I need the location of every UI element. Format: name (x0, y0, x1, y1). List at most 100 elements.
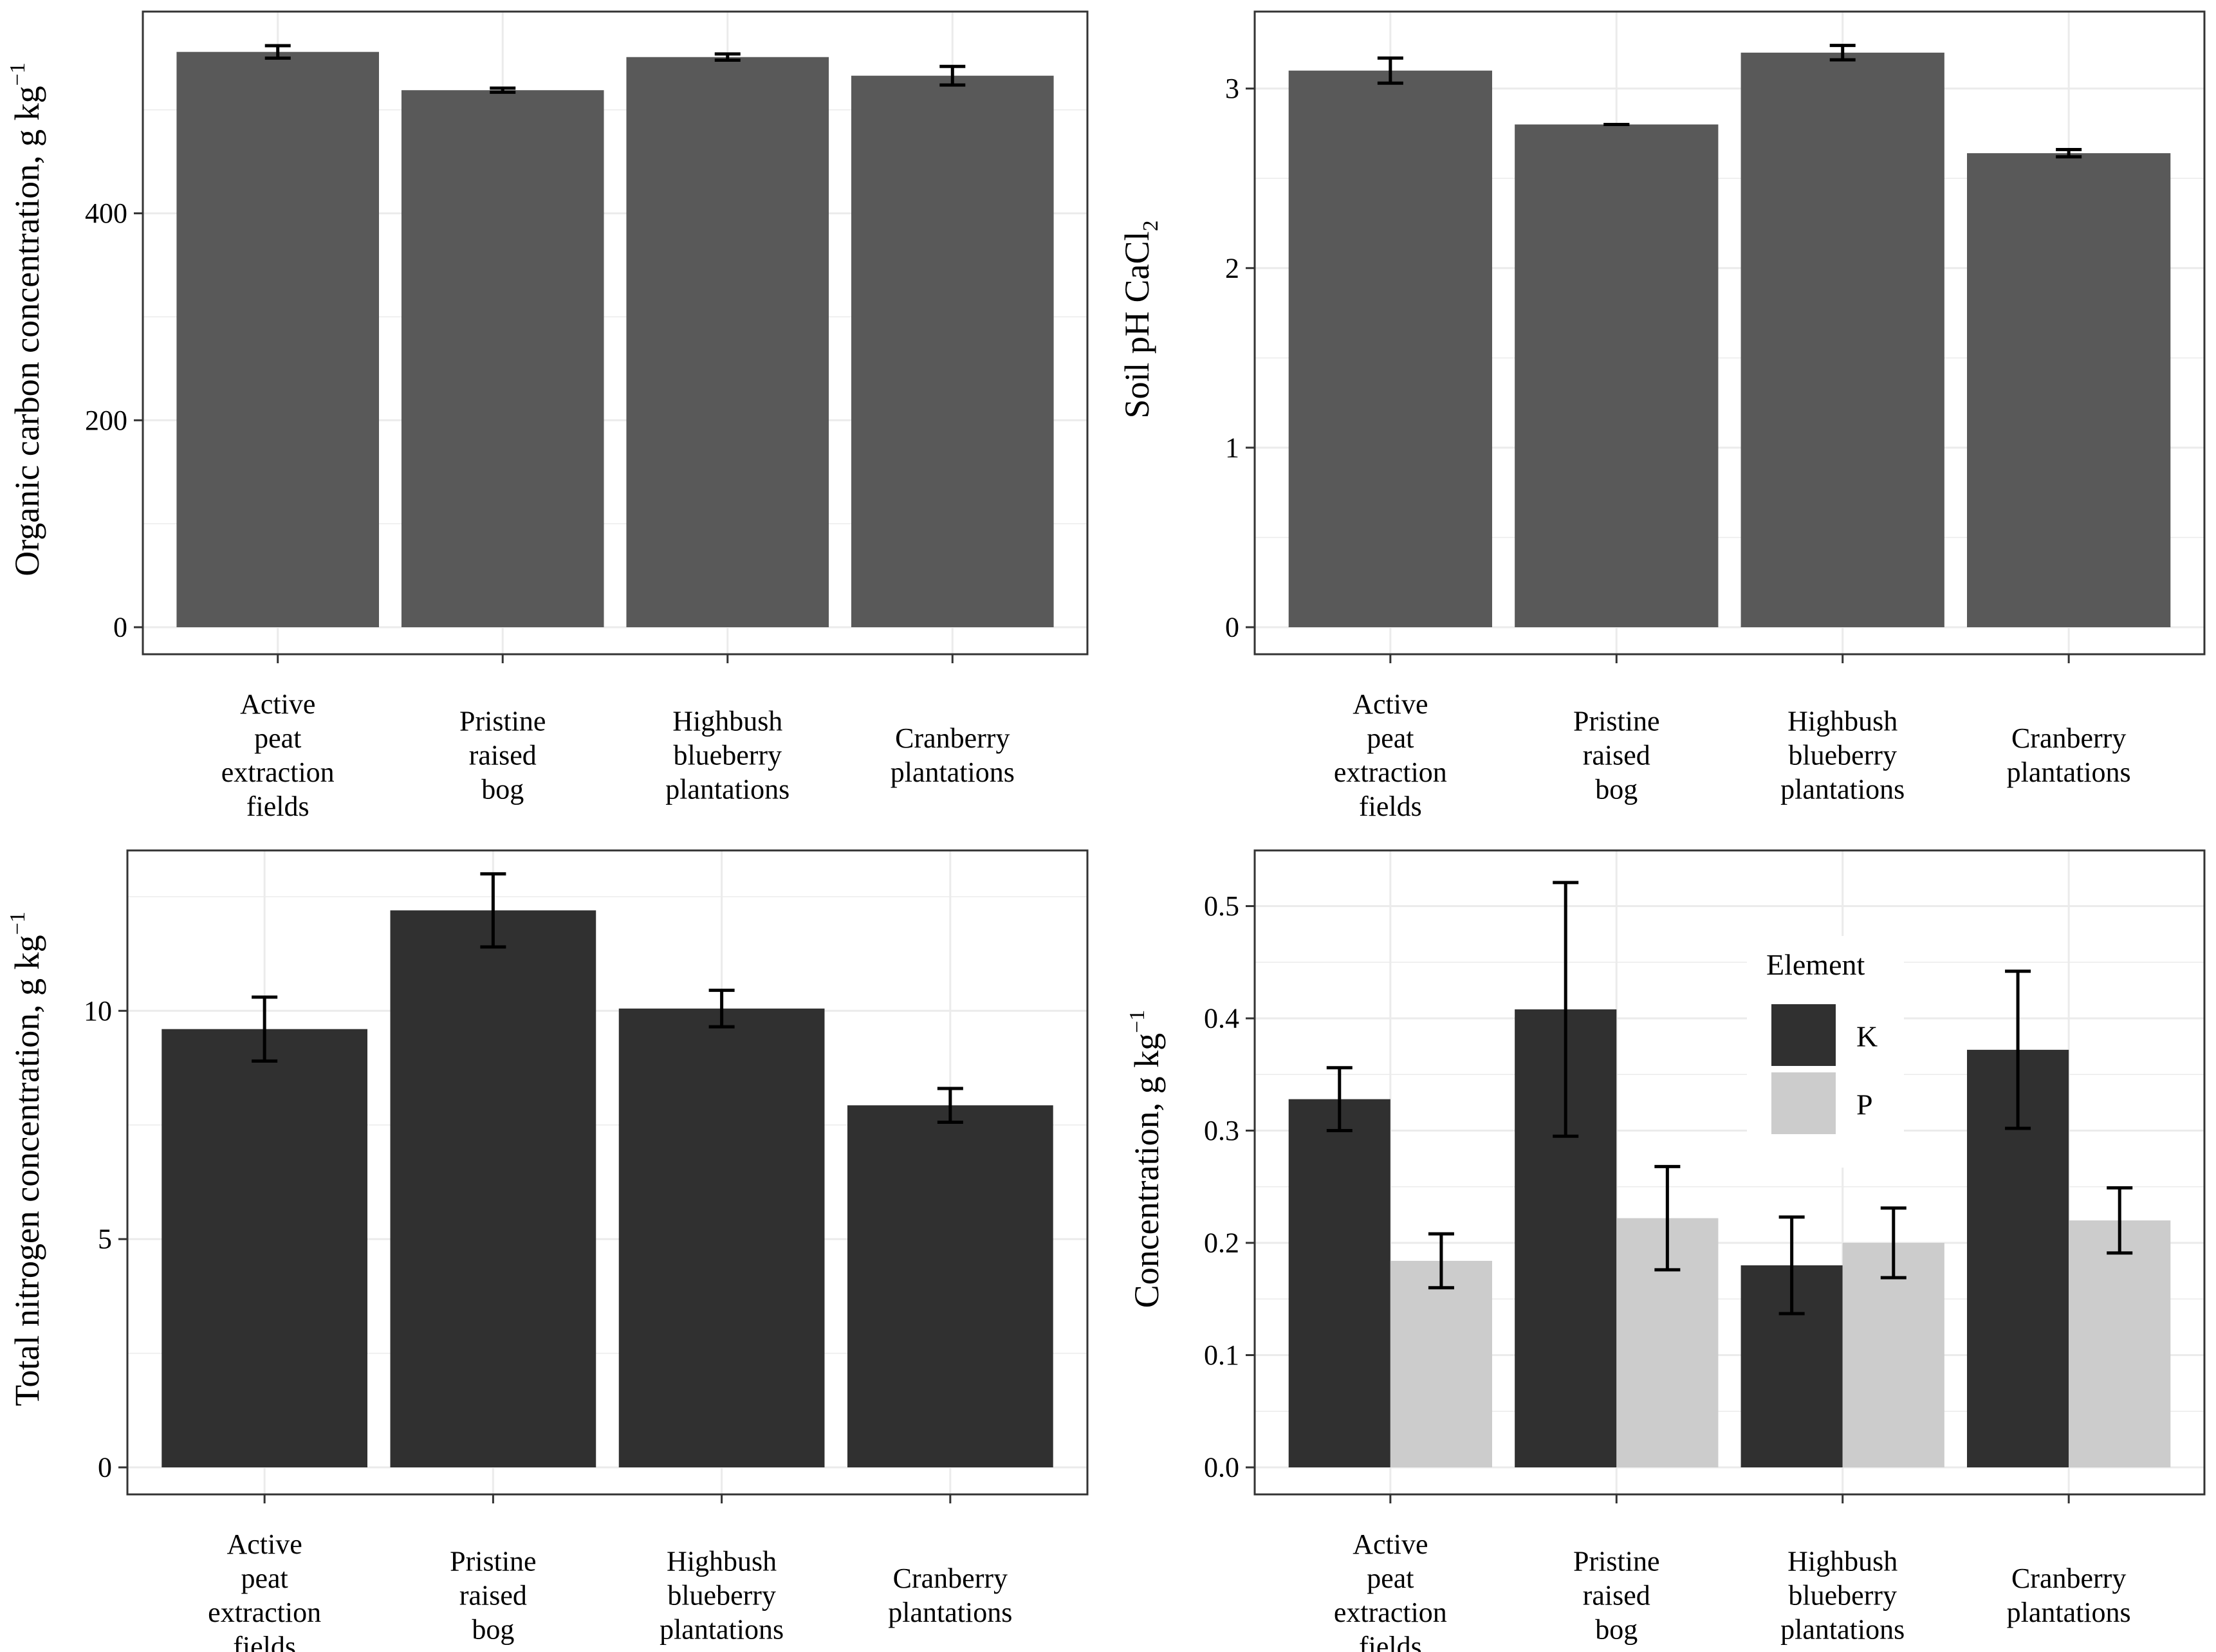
x-tick-label: Active peat extraction fields (208, 1528, 321, 1652)
x-tick-label-line: fields (246, 791, 309, 822)
x-tick-label-line: blueberry (1788, 1580, 1897, 1611)
y-tick-label: 3 (1225, 73, 1239, 104)
x-tick-label-line: Highbush (667, 1546, 777, 1577)
panel-border (1253, 10, 2206, 656)
chart-organic-carbon: 0 200 400 Active peat extraction fields Pristin… (6, 10, 1089, 822)
x-tick-label: Cranberry plantations (888, 1563, 1012, 1628)
y-tick-label: 5 (98, 1224, 112, 1255)
x-tick-label-line: plantations (891, 757, 1015, 788)
x-tick-label-line: raised (1583, 740, 1650, 771)
x-tick-label-line: plantations (1780, 1614, 1905, 1646)
legend-label: P (1856, 1088, 1873, 1121)
bar (1288, 70, 1492, 627)
series-ph (1288, 52, 2171, 628)
legend-title: Element (1766, 948, 1865, 981)
x-tick-label-line: fields (1359, 1631, 1422, 1652)
x-tick-label: Active peat extraction fields (1334, 688, 1447, 822)
y-tick-label: 0.3 (1204, 1115, 1239, 1146)
x-axis: Active peat extraction fields Pristine raised… (208, 1494, 1012, 1652)
bar (162, 1029, 368, 1467)
x-tick-label-line: bog (472, 1614, 514, 1646)
x-tick-label-line: Pristine (450, 1546, 536, 1577)
y-axis-title-text: Soil pH CaCl (1118, 231, 1156, 418)
x-tick-label-line: peat (1367, 722, 1414, 754)
bar (618, 1008, 825, 1467)
y-axis-title-text: Organic carbon concentration, g kg (8, 86, 46, 576)
x-tick-label-line: extraction (221, 757, 335, 788)
y-tick-label: 2 (1225, 252, 1239, 284)
panel-border (1253, 849, 2206, 1496)
error-bars-k (1326, 881, 2031, 1316)
x-tick-label-line: Pristine (459, 706, 546, 737)
x-tick-label-line: fields (1359, 791, 1422, 822)
x-tick-label: Highbush blueberry plantations (660, 1546, 784, 1646)
bar (390, 910, 596, 1467)
error-bars-organic-c (264, 44, 966, 94)
x-tick-label-line: Active (1353, 688, 1428, 720)
x-tick-label: Cranberry plantations (891, 722, 1015, 788)
y-axis-title-text: Total nitrogen concentration, g kg (8, 935, 46, 1406)
x-tick-label: Active peat extraction fields (1334, 1528, 1447, 1652)
x-tick-label-line: raised (1583, 1580, 1650, 1611)
y-axis-title: Soil pH CaCl2 (1118, 220, 1163, 418)
chart-soil-ph: 0 1 2 3 Active peat extraction fields Pristine ra… (1118, 10, 2206, 822)
x-axis: Active peat extraction fields Pristine raised… (1334, 1494, 2131, 1652)
bar (1842, 1243, 1944, 1467)
x-tick-label-line: bog (481, 774, 524, 805)
y-tick-label: 200 (85, 405, 127, 436)
y-axis-title-subscript: 2 (1139, 220, 1163, 231)
x-tick-label: Pristine raised bog (1573, 706, 1659, 805)
x-tick-label: Highbush blueberry plantations (665, 706, 789, 805)
x-tick-label-line: Active (1353, 1528, 1428, 1560)
x-tick-label-line: extraction (1334, 1597, 1447, 1628)
bar (2069, 1220, 2171, 1467)
y-axis-title-superscript: −1 (6, 912, 30, 935)
x-tick-label-line: plantations (2007, 757, 2131, 788)
x-tick-label: Pristine raised bog (450, 1546, 536, 1646)
y-axis: 0 5 10 (84, 995, 127, 1483)
x-tick-label-line: extraction (208, 1597, 321, 1628)
x-tick-label-line: blueberry (1788, 740, 1897, 771)
chart-total-nitrogen: 0 5 10 Active peat extraction fields Pristine ra… (6, 849, 1089, 1652)
panel-border (126, 849, 1089, 1496)
y-tick-label: 1 (1225, 432, 1239, 463)
bar (1288, 1099, 1390, 1467)
legend-label: K (1856, 1020, 1878, 1053)
x-tick-label-line: peat (254, 722, 301, 754)
x-tick-label-line: Pristine (1573, 1546, 1659, 1577)
bar (1967, 153, 2171, 628)
x-tick-label-line: blueberry (673, 740, 782, 771)
y-tick-label: 0.0 (1204, 1452, 1239, 1483)
x-tick-label-line: Cranberry (2011, 1563, 2126, 1594)
y-tick-label: 10 (84, 995, 112, 1027)
x-tick-label-line: bog (1595, 774, 1638, 805)
x-tick-label-line: peat (241, 1563, 288, 1594)
x-tick-label-line: plantations (888, 1597, 1012, 1628)
y-axis-title-superscript: −1 (1125, 1010, 1149, 1033)
series-n (162, 910, 1053, 1467)
bar (176, 51, 379, 628)
y-axis: 0 1 2 3 (1225, 73, 1255, 643)
x-tick-label: Cranberry plantations (2007, 722, 2131, 788)
y-tick-label: 0 (1225, 612, 1239, 643)
x-tick-label: Pristine raised bog (1573, 1546, 1659, 1646)
bar (1740, 52, 1944, 627)
x-tick-label-line: Active (240, 688, 315, 720)
bar (1515, 124, 1719, 627)
legend-key-k (1771, 1004, 1836, 1066)
y-axis-title: Concentration, g kg−1 (1125, 1010, 1166, 1308)
y-axis-title: Organic carbon concentration, g kg−1 (6, 62, 46, 576)
bar (626, 57, 829, 627)
y-axis: 0.0 0.1 0.2 0.3 0.4 0.5 (1204, 890, 1255, 1483)
x-tick-label-line: plantations (2007, 1597, 2131, 1628)
x-tick-label-line: extraction (1334, 757, 1447, 788)
x-tick-label: Highbush blueberry plantations (1780, 706, 1905, 805)
bar (401, 90, 604, 628)
y-axis-title-text: Concentration, g kg (1127, 1033, 1166, 1308)
y-tick-label: 0.5 (1204, 890, 1239, 922)
y-axis-title-superscript: −1 (6, 62, 30, 86)
x-tick-label-line: Highbush (672, 706, 782, 737)
y-tick-label: 0.1 (1204, 1339, 1239, 1371)
bar (1390, 1260, 1492, 1467)
